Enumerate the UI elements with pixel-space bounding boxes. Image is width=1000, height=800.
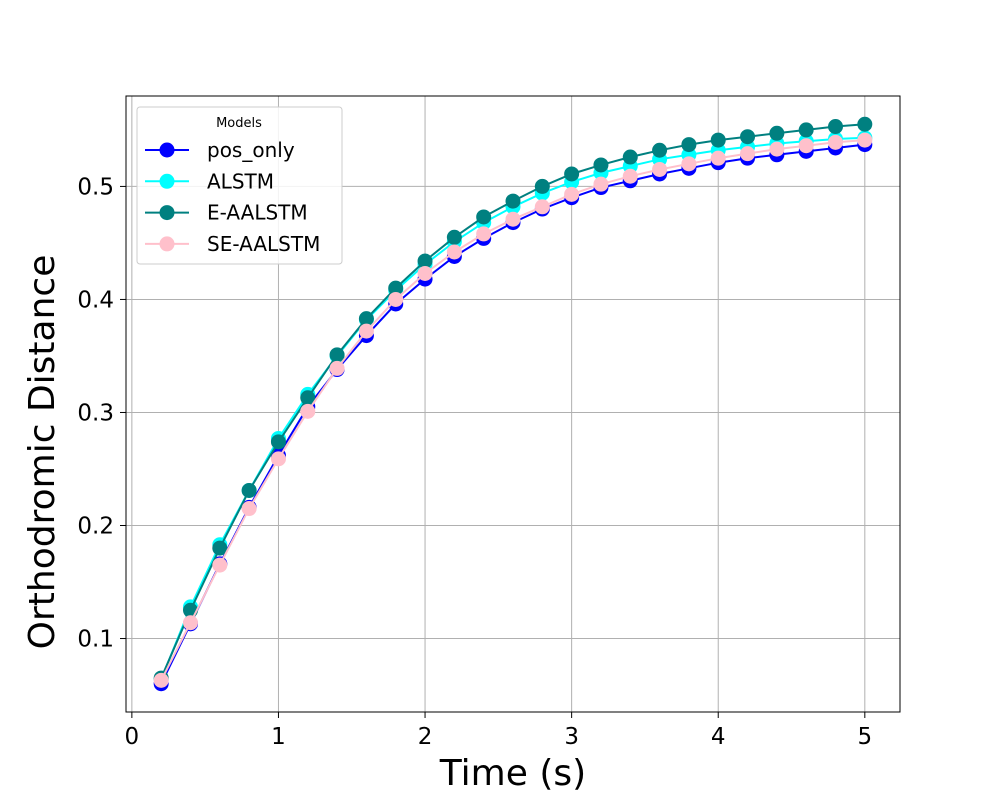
y-tick-label: 0.2 (77, 514, 114, 540)
data-point (270, 451, 286, 467)
series-layer (153, 116, 873, 692)
data-point (564, 186, 580, 202)
legend-label: pos_only (207, 138, 295, 162)
data-point (417, 265, 433, 281)
x-tick-label: 0 (125, 724, 140, 750)
x-tick-label: 5 (857, 724, 872, 750)
legend-entry: E-AALSTM (145, 201, 308, 225)
data-point (358, 323, 374, 339)
y-tick-label: 0.5 (77, 174, 114, 200)
y-axis-title: Orthodromic Distance (22, 255, 63, 650)
series-SE-AALSTM (153, 132, 873, 688)
legend: Models pos_only ALSTM E-AALSTM SE-AALSTM (136, 106, 343, 265)
data-point (446, 229, 462, 245)
data-point (388, 280, 404, 296)
legend-entry: SE-AALSTM (145, 232, 320, 256)
data-point (681, 156, 697, 172)
data-point (505, 211, 521, 227)
data-point (798, 138, 814, 154)
y-tick-label: 0.1 (77, 627, 114, 653)
data-point (828, 134, 843, 150)
data-point (534, 199, 550, 215)
plot-frame (125, 95, 901, 713)
data-point (241, 482, 257, 498)
data-point (329, 347, 345, 363)
data-point (388, 291, 404, 307)
data-point (622, 149, 638, 165)
data-point (241, 501, 257, 517)
data-point (740, 129, 756, 145)
x-tick-label: 2 (418, 724, 433, 750)
grid (126, 96, 900, 712)
data-point (300, 403, 316, 419)
y-tick-label: 0.4 (77, 287, 114, 313)
data-point (857, 116, 873, 132)
x-axis-ticks: 0 1 2 3 4 5 (125, 712, 872, 750)
legend-box (136, 106, 343, 265)
data-point (798, 122, 814, 138)
data-point (710, 150, 726, 166)
data-point (593, 176, 609, 192)
data-point (476, 226, 492, 242)
data-point (652, 142, 668, 158)
data-point (740, 146, 756, 162)
legend-marker (159, 173, 175, 189)
legend-title: Models (216, 116, 262, 131)
data-point (212, 557, 228, 573)
legend-entry: pos_only (145, 138, 295, 162)
data-point (681, 137, 697, 153)
data-point (212, 540, 228, 556)
x-tick-label: 4 (711, 724, 726, 750)
x-axis-title: Time (s) (439, 753, 586, 794)
data-point (534, 178, 550, 194)
data-point (183, 615, 198, 631)
legend-marker (159, 236, 175, 252)
legend-entries: pos_only ALSTM E-AALSTM SE-AALSTM (145, 138, 320, 256)
legend-entry: ALSTM (145, 169, 274, 193)
x-tick-label: 3 (564, 724, 579, 750)
legend-marker (159, 205, 175, 221)
data-point (505, 193, 521, 209)
data-point (593, 157, 609, 173)
legend-marker (159, 142, 175, 158)
data-point (769, 125, 785, 141)
data-point (270, 434, 286, 450)
data-point (446, 244, 462, 260)
data-point (358, 311, 374, 327)
y-axis-ticks: 0.1 0.2 0.3 0.4 0.5 (77, 174, 126, 653)
data-point (622, 168, 638, 184)
data-point (564, 166, 580, 182)
legend-label: E-AALSTM (207, 201, 308, 225)
series-E-AALSTM (153, 116, 873, 686)
legend-label: ALSTM (207, 169, 274, 193)
data-point (769, 141, 785, 157)
data-point (828, 119, 843, 135)
x-tick-label: 1 (271, 724, 286, 750)
data-point (710, 132, 726, 148)
data-point (417, 253, 433, 269)
data-point (300, 390, 316, 406)
data-point (476, 209, 492, 225)
data-point (652, 161, 668, 177)
data-point (153, 672, 169, 688)
y-tick-label: 0.3 (77, 400, 114, 426)
legend-label: SE-AALSTM (207, 232, 320, 256)
data-point (857, 132, 873, 148)
data-point (329, 360, 345, 376)
